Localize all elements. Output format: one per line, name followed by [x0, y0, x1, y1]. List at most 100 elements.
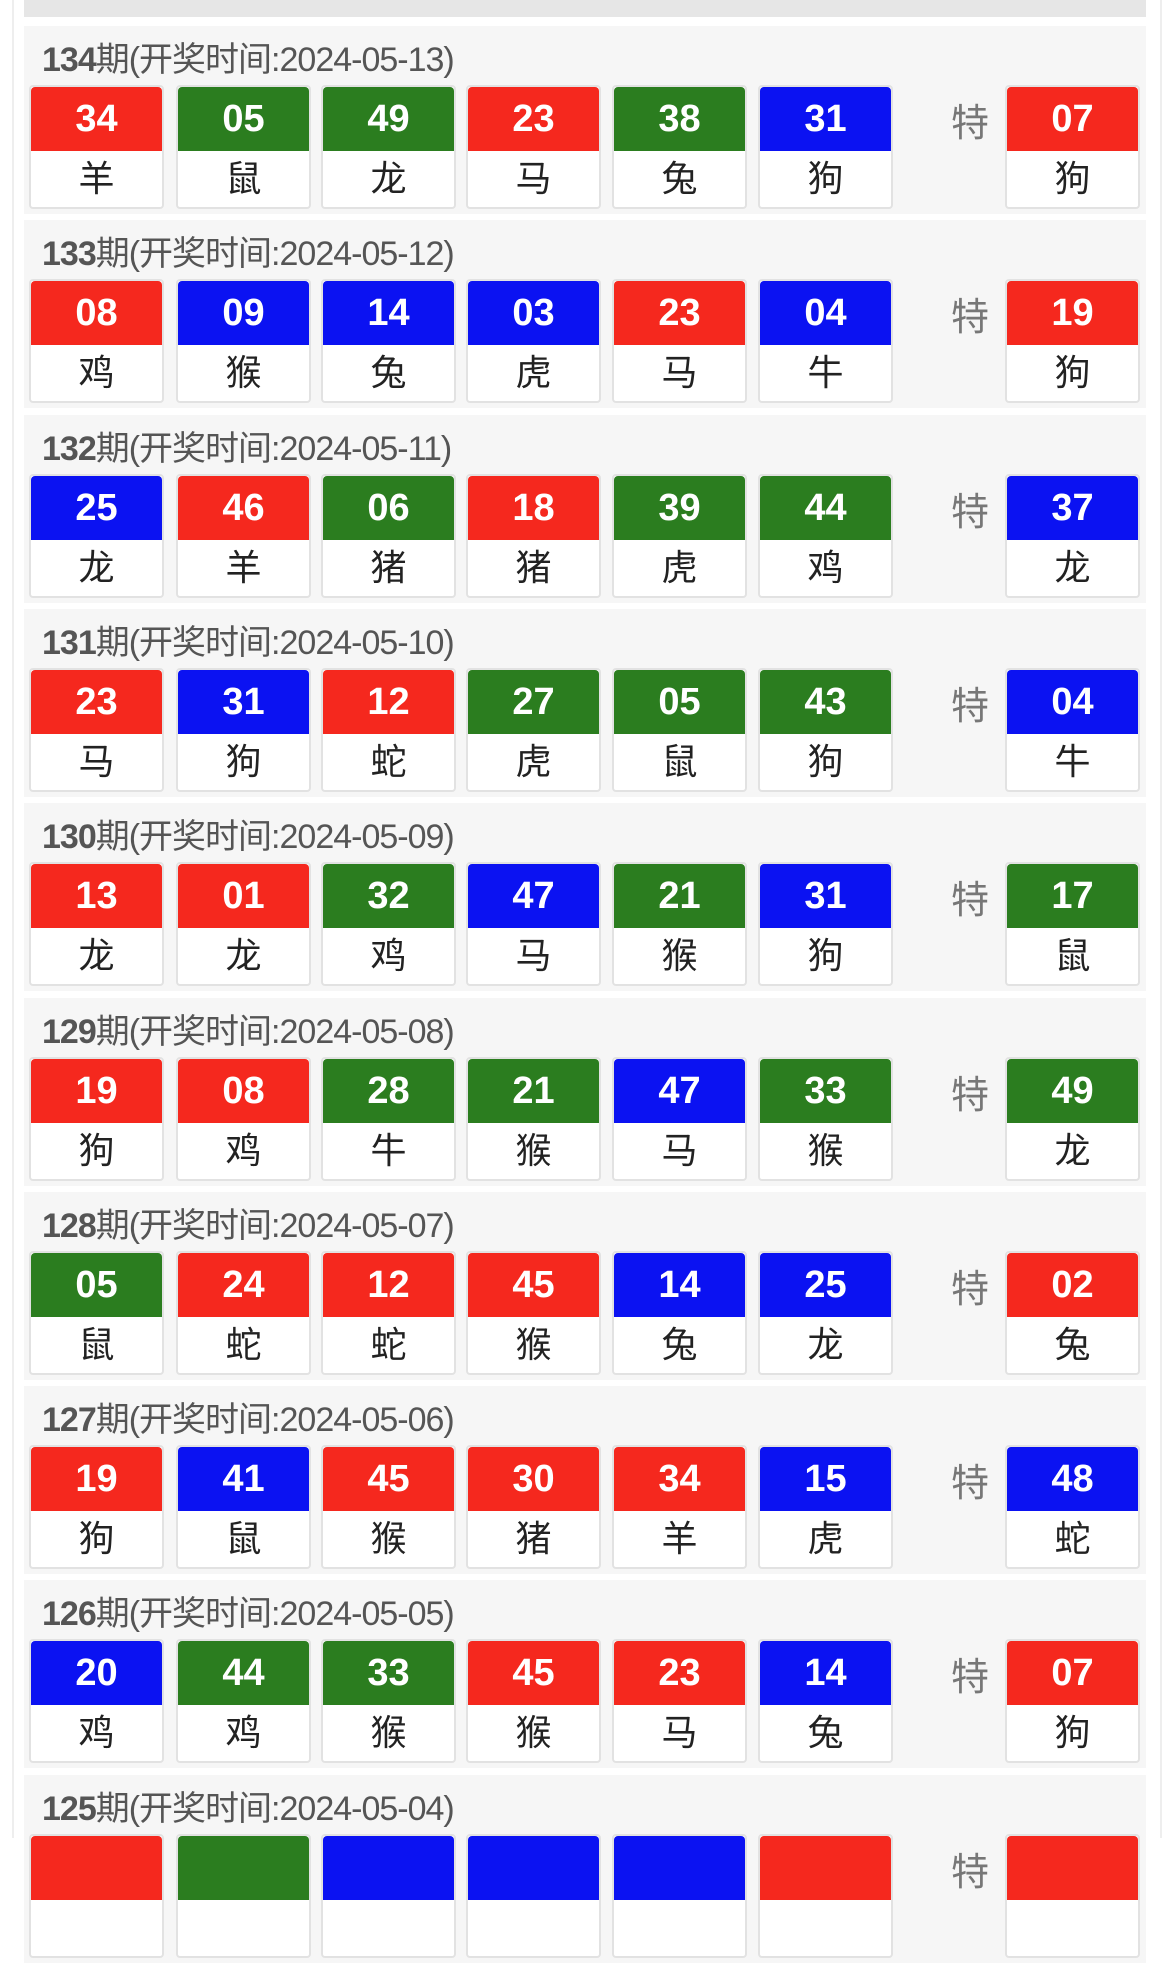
issue-number: 132: [42, 429, 97, 468]
zodiac-label: 猴: [370, 1518, 407, 1560]
special-ball: 17 鼠: [1005, 862, 1140, 987]
ball: [176, 1833, 311, 1958]
zodiac-label: 龙: [1054, 1129, 1091, 1171]
special-ball: 49 龙: [1005, 1056, 1140, 1181]
issue-number: 128: [42, 1206, 97, 1245]
zodiac-label: 马: [661, 1712, 698, 1754]
zodiac-label: 蛇: [370, 740, 407, 782]
ball: 23 马: [612, 279, 747, 404]
ball: 46 羊: [176, 473, 311, 598]
zodiac-label: 龙: [78, 935, 115, 977]
ball: 23 马: [29, 667, 164, 792]
ball: 45 猴: [466, 1250, 601, 1375]
ball: [758, 1833, 893, 1958]
draw-header: 125期(开奖时间:2024-05-04): [42, 1781, 455, 1830]
zodiac-label: 猪: [515, 546, 552, 588]
draw-date: 期(开奖时间:2024-05-06): [95, 1401, 455, 1440]
ball-number: 33: [323, 1641, 454, 1706]
zodiac-label: 鼠: [78, 1323, 115, 1365]
ball-number: 27: [468, 669, 599, 734]
ball-number: [323, 1835, 454, 1900]
special-ball: 07 狗: [1005, 85, 1140, 209]
ball: 28 牛: [321, 1056, 456, 1181]
ball: 01 龙: [176, 862, 311, 987]
draw-header: 133期(开奖时间:2024-05-12): [42, 226, 455, 275]
zodiac-label: 虎: [515, 740, 552, 782]
zodiac-label: 龙: [1054, 546, 1091, 588]
ball: 03 虎: [466, 279, 601, 404]
ball-number: 12: [323, 669, 454, 734]
zodiac-label: 猴: [515, 1129, 552, 1171]
special-label: 特: [950, 880, 989, 923]
zodiac-label: 狗: [225, 740, 262, 782]
ball: 44 鸡: [758, 473, 893, 598]
issue-number: 130: [42, 818, 97, 857]
draw-row: 131期(开奖时间:2024-05-10) 23 马 31 狗 12 蛇 27 虎 05 鼠 43 狗 特…: [24, 608, 1146, 797]
zodiac-label: 蛇: [370, 1323, 407, 1365]
draw-row: 127期(开奖时间:2024-05-06) 19 狗 41 鼠 45 猴 30 猪 34 羊 15 虎 特…: [24, 1386, 1146, 1575]
ball-number: 31: [760, 864, 891, 929]
ball: 08 鸡: [176, 1056, 311, 1181]
zodiac-label: 龙: [78, 546, 115, 588]
ball: 21 猴: [612, 862, 747, 987]
zodiac-label: 虎: [807, 1518, 844, 1560]
draw-row: 134期(开奖时间:2024-05-13) 34 羊 05 鼠 49 龙 23 马 38 兔 31 狗 特…: [24, 26, 1146, 214]
ball: 14 兔: [321, 279, 456, 404]
zodiac-label: [323, 1900, 454, 1956]
ball-number: 33: [760, 1058, 891, 1123]
zodiac-label: [31, 1900, 162, 1956]
zodiac-label: 虎: [661, 546, 698, 588]
draw-row: 130期(开奖时间:2024-05-09) 13 龙 01 龙 32 鸡 47 马 21 猴 31 狗 特…: [24, 803, 1146, 992]
ball: 31 狗: [176, 667, 311, 792]
ball-number: 14: [614, 1252, 745, 1317]
ball-number: [760, 1835, 891, 1900]
special-ball: 19 狗: [1005, 279, 1140, 404]
zodiac-label: 鸡: [78, 352, 115, 394]
zodiac-label: [760, 1900, 891, 1956]
special-label: 特: [950, 1463, 989, 1506]
zodiac-label: 兔: [1054, 1323, 1091, 1365]
special-label: 特: [950, 1851, 989, 1894]
issue-number: 131: [42, 623, 97, 662]
zodiac-label: 马: [661, 352, 698, 394]
zodiac-label: 蛇: [225, 1323, 262, 1365]
ball-number: 43: [760, 669, 891, 734]
draw-header: 132期(开奖时间:2024-05-11): [42, 421, 452, 470]
draw-header: 126期(开奖时间:2024-05-05): [42, 1586, 455, 1635]
ball: 49 龙: [321, 85, 456, 209]
ball-number: 23: [468, 87, 599, 151]
zodiac-label: [1007, 1900, 1138, 1956]
ball-number: 21: [614, 864, 745, 929]
ball: 05 鼠: [29, 1250, 164, 1375]
zodiac-label: 狗: [1054, 352, 1091, 394]
ball-number: 03: [468, 281, 599, 346]
ball: 13 龙: [29, 862, 164, 987]
ball-number: 34: [31, 87, 162, 151]
special-label: 特: [950, 1268, 989, 1311]
zodiac-label: 狗: [807, 740, 844, 782]
zodiac-label: 牛: [807, 352, 844, 394]
zodiac-label: 猴: [515, 1712, 552, 1754]
top-bar: [24, 0, 1146, 17]
ball-number: 31: [760, 87, 891, 151]
ball-number: 06: [323, 475, 454, 540]
zodiac-label: 猴: [515, 1323, 552, 1365]
draw-date: 期(开奖时间:2024-05-04): [95, 1789, 455, 1828]
ball-number: 04: [760, 281, 891, 346]
special-ball: 48 蛇: [1005, 1445, 1140, 1570]
ball-number: 05: [614, 669, 745, 734]
zodiac-label: 鼠: [661, 740, 698, 782]
ball-number: 25: [31, 475, 162, 540]
ball: 47 马: [612, 1056, 747, 1181]
ball-number: 37: [1007, 475, 1138, 540]
issue-number: 126: [42, 1595, 97, 1634]
zodiac-label: 马: [515, 158, 552, 199]
zodiac-label: 狗: [807, 158, 844, 199]
zodiac-label: 鼠: [225, 1518, 262, 1560]
zodiac-label: 龙: [370, 158, 407, 199]
ball-number: 07: [1007, 87, 1138, 151]
zodiac-label: 马: [78, 740, 115, 782]
zodiac-label: 狗: [1054, 158, 1091, 199]
ball-number: 24: [178, 1252, 309, 1317]
special-ball: 02 兔: [1005, 1250, 1140, 1375]
